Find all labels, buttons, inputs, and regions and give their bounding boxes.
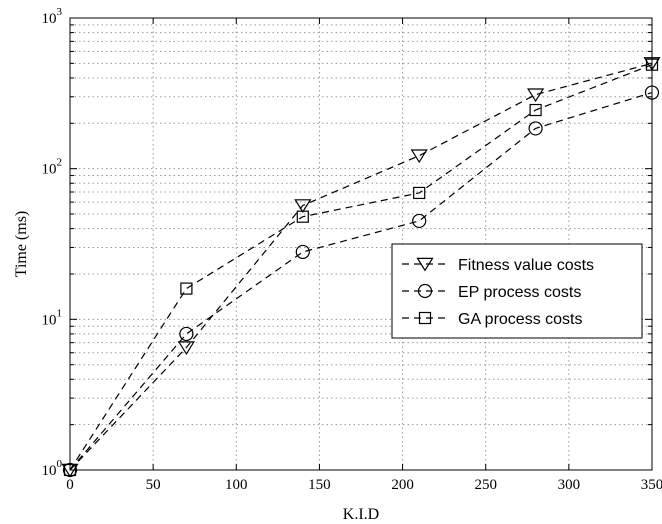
data-point <box>180 282 193 295</box>
series-line <box>69 62 653 471</box>
x-tick-label: 350 <box>641 477 662 493</box>
tick-labels: 0 50 100 150 200 250 300 350 100 101 102 103 <box>42 6 662 493</box>
series-line <box>69 91 653 471</box>
data-point <box>295 244 310 260</box>
y-tick-label: 102 <box>42 157 63 178</box>
legend-marker <box>417 283 433 299</box>
x-tick-label: 200 <box>391 477 414 493</box>
legend-label: GA process costs <box>458 311 583 328</box>
data-point <box>179 326 194 342</box>
x-tick-label: 100 <box>225 477 248 493</box>
legend: Fitness value costs EP process costs GA pr… <box>391 243 643 339</box>
ticks <box>69 17 653 471</box>
y-tick-label: 103 <box>42 6 63 27</box>
y-tick-label: 100 <box>42 458 63 479</box>
data-point <box>294 199 312 213</box>
legend-entry: EP process costs <box>402 283 581 301</box>
legend-box <box>391 243 643 339</box>
legend-label: Fitness value costs <box>458 257 594 274</box>
plot-frame <box>69 17 653 471</box>
legend-label: EP process costs <box>458 284 581 301</box>
data-point <box>528 121 543 136</box>
data-point <box>412 213 427 229</box>
x-tick-label: 150 <box>308 477 331 493</box>
legend-entry: GA process costs <box>402 311 583 328</box>
y-axis-label: Time (ms) <box>13 211 30 278</box>
data-point <box>410 149 428 164</box>
legend-marker <box>416 257 434 272</box>
data-point <box>177 341 195 356</box>
x-tick-label: 300 <box>558 477 581 493</box>
x-tick-label: 250 <box>474 477 497 493</box>
x-axis-label: K.I.D <box>343 506 379 523</box>
y-tick-label: 101 <box>42 307 63 328</box>
data-point <box>529 103 542 117</box>
data-point <box>413 186 426 200</box>
x-tick-label: 0 <box>66 477 74 493</box>
legend-entry: Fitness value costs <box>402 257 594 274</box>
series-line <box>69 64 653 471</box>
x-tick-label: 50 <box>146 477 161 493</box>
legend-marker <box>418 311 432 325</box>
data-point <box>296 210 309 223</box>
data-point <box>527 88 545 103</box>
